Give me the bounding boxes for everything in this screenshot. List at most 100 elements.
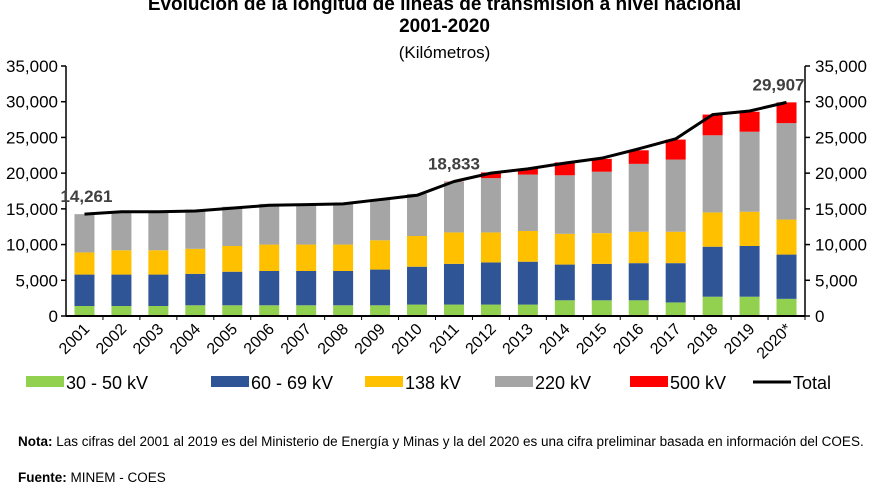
bar-segment [185,248,206,274]
x-tick-label: 2013 [500,321,537,358]
bar-segment [407,193,428,236]
bar-segment [665,159,686,232]
bar-segment [739,131,760,212]
note-body: Las cifras del 2001 al 2019 es del Minis… [52,434,864,449]
bar-segment [148,274,169,306]
bar-segment [702,212,723,247]
bar-segment [517,261,538,305]
bar-segment [739,246,760,297]
y-tick-label-left: 25,000 [6,128,58,147]
bar-segment [628,231,649,264]
bar-segment [517,231,538,262]
x-tick-label: 2009 [352,321,389,358]
bar-segment [702,296,723,316]
bar-segment [628,263,649,301]
data-label: 29,907 [753,75,805,94]
y-tick-label-right: 5,000 [815,271,858,290]
chart-subtitle: (Kilómetros) [398,43,491,62]
bar-segment [480,304,501,316]
bar-segment [296,244,317,271]
bar-segment [702,246,723,297]
bar-segment [776,219,797,255]
bar-segment [480,262,501,305]
bar-segment [739,296,760,316]
x-tick-label: 2017 [647,321,684,358]
bar-segment [185,305,206,316]
bar-segment [185,273,206,306]
bar-segment [702,135,723,213]
bar-segment [296,305,317,316]
y-tick-label-left: 15,000 [6,200,58,219]
legend-label: 220 kV [535,373,591,393]
x-tick-label: 2007 [278,321,315,358]
bar-segment [111,211,132,251]
legend-item: Total [753,373,831,393]
legend-label: 500 kV [670,373,726,393]
x-tick-label: 2001 [56,321,93,358]
note-label: Nota: [18,434,53,449]
legend-swatch [495,376,533,387]
bar-segment [554,264,575,301]
source-label: Fuente: [18,470,67,485]
legend-label: 138 kV [405,373,461,393]
bar-segment [370,240,391,270]
legend-swatch [26,376,64,387]
bar-segment [480,172,501,179]
bar-segment [259,305,280,316]
y-tick-label-right: 10,000 [815,236,867,255]
bar-segment [517,304,538,316]
note-text: Nota: Las cifras del 2001 al 2019 es del… [18,433,888,450]
legend: 30 - 50 kV 60 - 69 kV 138 kV 220 kV 500 kV To… [26,373,831,393]
bar-segment [74,306,95,316]
source-body: MINEM - COES [66,470,166,485]
y-tick-label-right: 15,000 [815,200,867,219]
chart-title-years: 2001-2020 [399,16,490,37]
bar-segment [628,163,649,232]
x-tick-label: 2003 [130,321,167,358]
x-tick-label: 2006 [241,321,278,358]
bar-segment [370,199,391,241]
bar-segment [739,111,760,132]
bar-segment [333,203,354,245]
bar-segment [74,214,95,253]
bar-segment [665,302,686,316]
bar-segment [259,271,280,306]
bar-segment [776,298,797,316]
bar-segment [333,244,354,271]
x-tick-label: 2016 [610,321,647,358]
legend-label: Total [793,373,831,393]
y-tick-label-left: 30,000 [6,93,58,112]
bar-segment [370,305,391,316]
bar-segment [517,168,538,175]
legend-label: 30 - 50 kV [66,373,148,393]
bar-segment [111,250,132,275]
bar-segment [148,306,169,316]
y-tick-label-left: 0 [49,307,58,326]
x-tick-label: 2012 [463,321,500,358]
bar-segment [591,171,612,234]
x-tick-label: 2002 [93,321,130,358]
y-tick-label-right: 35,000 [815,57,867,76]
bar-segment [443,304,464,316]
bar-segment [370,269,391,306]
x-tick-label: 2011 [426,321,462,357]
total-line [84,100,787,216]
bar-segment [591,233,612,264]
bar-segment [554,162,575,176]
data-label: 14,261 [60,187,112,206]
bar-segment [148,211,169,251]
stacked-bar-chart: 0 0 5,000 5,000 10,000 10,000 15,000 15,000 20,0… [6,57,867,393]
bar-segment [111,306,132,316]
total-line-layer [84,100,787,216]
bar-segment [222,246,243,272]
bar-segment [554,175,575,234]
y-tick-label-left: 20,000 [6,164,58,183]
bar-segment [222,271,243,306]
bar-segment [259,203,280,245]
source-text: Fuente: MINEM - COES [18,469,888,486]
y-tick-label-right: 25,000 [815,128,867,147]
bar-segment [443,181,464,233]
bar-segment [185,209,206,249]
bar-segment [407,236,428,267]
bar-segment [739,211,760,246]
